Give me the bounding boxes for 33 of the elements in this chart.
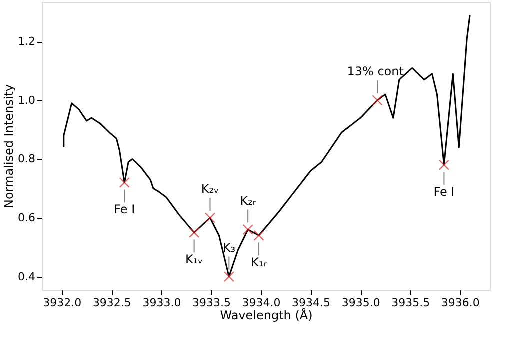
point [438,160,450,170]
annotation: K₂ᵥ [201,182,220,196]
point [224,271,235,282]
point [254,230,264,241]
x-tick-label: 3933.5 [192,296,231,310]
x-tick-label: 3934.5 [292,296,331,310]
annotation: Fe I [434,185,455,200]
line-series [63,14,471,278]
annotation: K₁ᵣ [251,256,268,270]
point [188,227,200,238]
x-tick-label: 3933.0 [142,296,182,310]
y-tick-label: 1.2 [18,35,36,48]
annotation: 13% cont. [347,64,408,78]
y-tick-label: 0.8 [18,152,36,166]
annotation: K₂ᵣ [240,194,257,208]
x-tick-label: 3934.0 [242,296,281,310]
x-tick-label: 3932.0 [43,296,82,310]
point [372,95,383,106]
x-tick-label: 3932.5 [92,296,132,310]
x-axis-title: Wavelength (Å) [220,308,313,322]
annotation: K₃ [222,240,236,255]
point [204,212,216,224]
x-tick-label: 3935.0 [342,296,380,310]
y-tick-label: 1.0 [18,94,36,107]
point [119,177,130,188]
y-tick-label: 0.4 [18,270,36,284]
annotation: Fe I [114,202,136,217]
y-tick-label: 0.6 [18,212,36,224]
annotation: K₁ᵥ [185,252,204,267]
x-tick-label: 3935.5 [392,296,430,310]
x-tick-label: 3936.0 [441,296,480,310]
y-axis-title: Normalised Intensity [2,84,16,209]
point [242,224,254,236]
